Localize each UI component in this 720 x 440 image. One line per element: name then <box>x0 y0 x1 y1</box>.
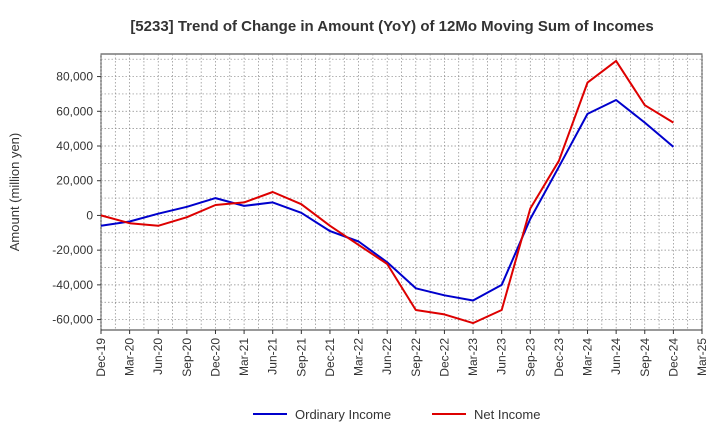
x-tick-label: Sep-20 <box>180 338 194 377</box>
legend-label: Net Income <box>474 407 540 422</box>
series-lines <box>100 59 675 325</box>
x-tick-label: Jun-23 <box>495 338 509 375</box>
y-axis-ticks: 80,000 60,000 40,000 20,000 0 -20,000 -40,000 -… <box>52 70 101 327</box>
y-tick-label: 60,000 <box>56 104 93 118</box>
x-tick-label: Mar-22 <box>352 338 366 376</box>
series-line-ordinary-income <box>100 99 675 302</box>
x-tick-label: Dec-20 <box>208 338 222 377</box>
y-tick-label: 20,000 <box>56 174 93 188</box>
x-axis-ticks: Dec-19 Mar-20 Jun-20 Sep-20 Dec-20 Mar-21 Jun-… <box>94 330 709 377</box>
x-tick-label: Dec-21 <box>323 338 337 377</box>
grid-lines <box>100 54 703 330</box>
y-tick-label: -60,000 <box>52 313 93 327</box>
x-tick-label: Mar-23 <box>466 338 480 376</box>
x-tick-label: Dec-24 <box>666 338 680 377</box>
x-tick-label: Dec-22 <box>437 338 451 377</box>
x-tick-label: Sep-21 <box>294 338 308 377</box>
x-tick-label: Jun-22 <box>380 338 394 375</box>
x-tick-label: Sep-24 <box>638 338 652 377</box>
legend: Ordinary Income Net Income <box>253 407 540 422</box>
x-tick-label: Mar-24 <box>581 338 595 376</box>
x-tick-label: Mar-20 <box>123 338 137 376</box>
x-tick-label: Mar-25 <box>695 338 709 376</box>
chart-title: [5233] Trend of Change in Amount (YoY) o… <box>130 18 653 35</box>
y-tick-label: -20,000 <box>52 243 93 257</box>
x-tick-label: Jun-24 <box>609 338 623 375</box>
y-tick-label: 0 <box>86 208 93 222</box>
x-tick-label: Dec-23 <box>552 338 566 377</box>
x-tick-label: Dec-19 <box>94 338 108 377</box>
y-tick-label: -40,000 <box>52 278 93 292</box>
y-tick-label: 80,000 <box>56 70 93 84</box>
x-tick-label: Mar-21 <box>237 338 251 376</box>
y-tick-label: 40,000 <box>56 139 93 153</box>
series-line-net-income <box>100 59 674 325</box>
x-tick-label: Sep-22 <box>409 338 423 377</box>
x-tick-label: Jun-20 <box>151 338 165 375</box>
y-axis-label: Amount (million yen) <box>7 133 22 252</box>
x-tick-label: Jun-21 <box>266 338 280 375</box>
legend-label: Ordinary Income <box>295 407 391 422</box>
x-tick-label: Sep-23 <box>523 338 537 377</box>
